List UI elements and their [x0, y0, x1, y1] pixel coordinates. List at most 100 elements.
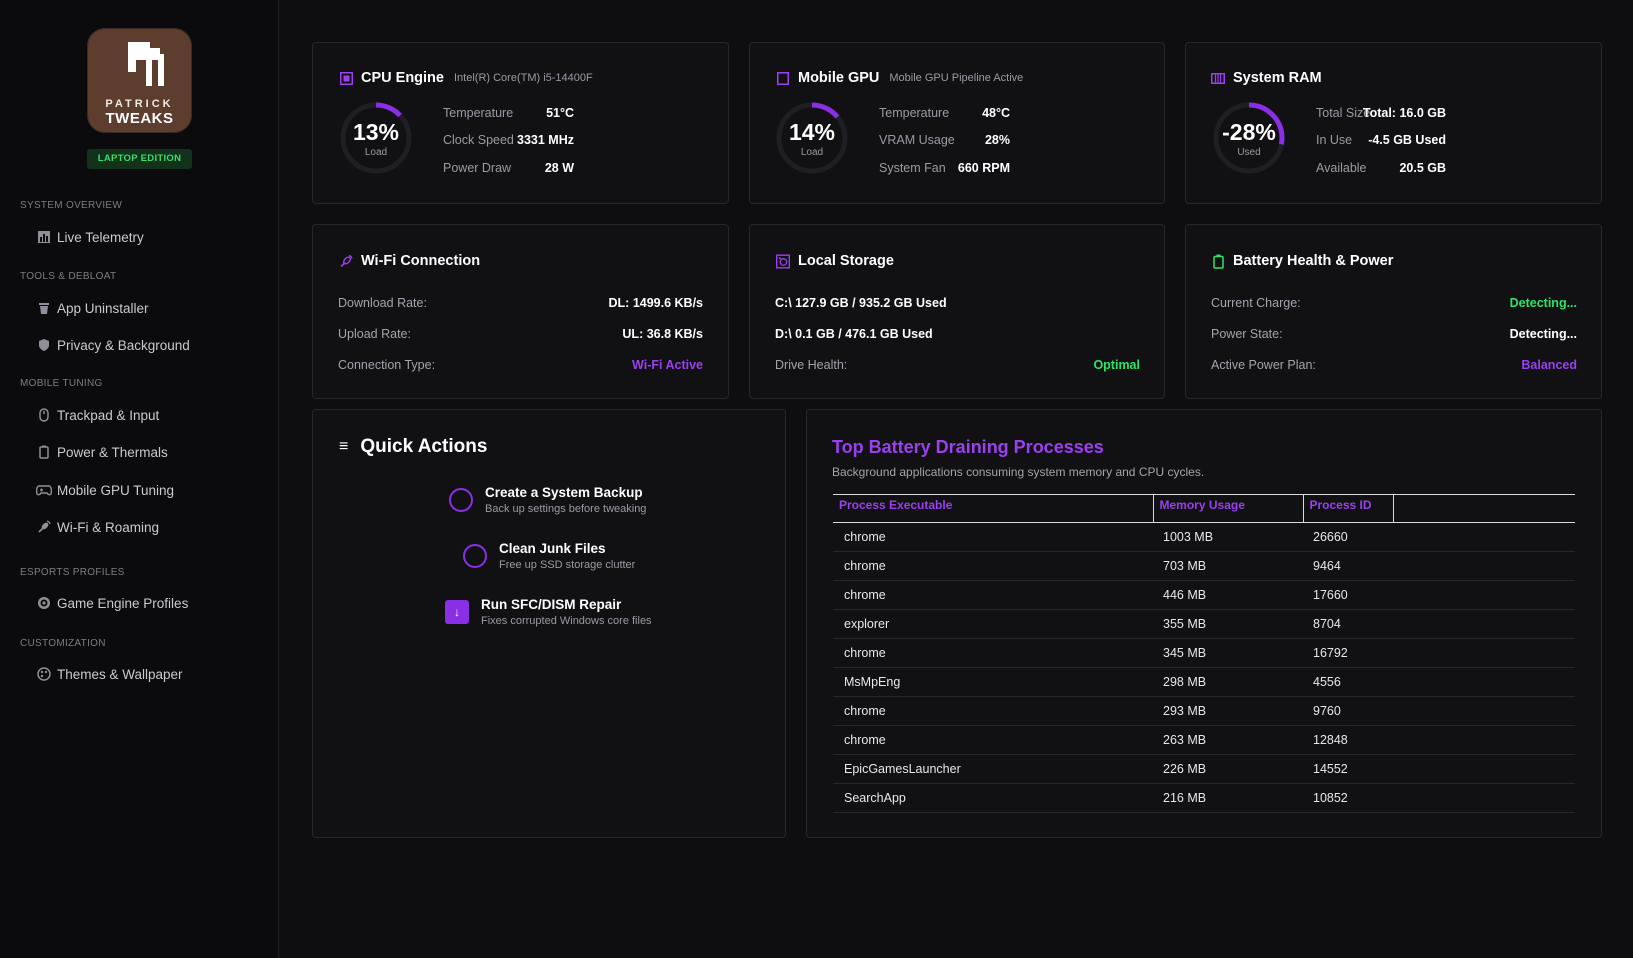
cpu-temperature-row: Temperature 51°C	[443, 106, 574, 120]
cpu-card-title: CPU Engine Intel(R) Core(TM) i5-14400F	[339, 70, 593, 86]
app-logo: PATRICK TWEAKS	[87, 28, 192, 133]
mouse-icon	[36, 407, 52, 423]
memory-cell: 263 MB	[1153, 725, 1303, 755]
empty-cell	[1393, 783, 1575, 813]
empty-cell	[1393, 522, 1575, 552]
battery-state-row: Power State: Detecting...	[1211, 327, 1577, 341]
cpu-chip-icon	[339, 71, 353, 85]
empty-cell	[1393, 725, 1575, 755]
sfc-dism-repair-button[interactable]: ↓ Run SFC/DISM Repair Fixes corrupted Win…	[445, 597, 652, 627]
gpu-gauge-ring	[776, 102, 848, 174]
processes-table: Process Executable Memory Usage Process …	[833, 494, 1575, 813]
section-customization: CUSTOMIZATION	[20, 638, 106, 649]
gpu-load-gauge: 14% Load	[774, 100, 850, 176]
table-row[interactable]: chrome 1003 MB 26660	[833, 522, 1575, 552]
gpu-square-icon	[776, 71, 790, 85]
process-name-cell: chrome	[833, 638, 1153, 668]
ram-card	[1185, 42, 1602, 204]
memory-cell: 355 MB	[1153, 609, 1303, 639]
drive-c-usage: C:\ 127.9 GB / 935.2 GB Used	[775, 296, 947, 310]
gpu-temperature-row: Temperature 48°C	[879, 106, 1010, 120]
nav-mobile-gpu-tuning[interactable]: Mobile GPU Tuning	[36, 478, 174, 502]
gpu-fan-row: System Fan 660 RPM	[879, 161, 1010, 175]
table-row[interactable]: SearchApp 216 MB 10852	[833, 783, 1575, 813]
ram-stick-icon	[1211, 71, 1225, 85]
storage-card-title: Local Storage	[776, 253, 894, 269]
nav-trackpad-input[interactable]: Trackpad & Input	[36, 403, 159, 427]
empty-cell	[1393, 754, 1575, 784]
nav-label: Privacy & Background	[57, 337, 190, 353]
power-plan-row: Active Power Plan: Balanced	[1211, 358, 1577, 372]
pid-cell: 10852	[1303, 783, 1393, 813]
memory-cell: 446 MB	[1153, 580, 1303, 610]
pid-cell: 17660	[1303, 580, 1393, 610]
logo-text-top: PATRICK	[105, 98, 174, 110]
ram-usage-label: Used	[1237, 147, 1261, 158]
process-name-cell: explorer	[833, 609, 1153, 639]
section-mobile-tuning: MOBILE TUNING	[20, 378, 103, 389]
satellite-icon	[36, 519, 52, 535]
table-row[interactable]: EpicGamesLauncher 226 MB 14552	[833, 754, 1575, 784]
nav-privacy-background[interactable]: Privacy & Background	[36, 333, 190, 357]
table-row[interactable]: chrome 293 MB 9760	[833, 696, 1575, 726]
pid-cell: 26660	[1303, 522, 1393, 552]
memory-cell: 703 MB	[1153, 551, 1303, 581]
process-name-cell: chrome	[833, 580, 1153, 610]
cpu-model: Intel(R) Core(TM) i5-14400F	[453, 72, 593, 84]
column-header-memory[interactable]: Memory Usage	[1153, 494, 1304, 523]
nav-live-telemetry[interactable]: Live Telemetry	[36, 225, 144, 249]
cpu-card	[312, 42, 729, 204]
nav-game-engine-profiles[interactable]: Game Engine Profiles	[36, 591, 188, 615]
table-row[interactable]: chrome 345 MB 16792	[833, 638, 1575, 668]
processes-subtitle: Background applications consuming system…	[832, 465, 1205, 479]
logo-text-bottom: TWEAKS	[105, 110, 174, 127]
process-name-cell: EpicGamesLauncher	[833, 754, 1153, 784]
table-header-row: Process Executable Memory Usage Process …	[833, 494, 1575, 523]
process-name-cell: chrome	[833, 696, 1153, 726]
column-header-pid[interactable]: Process ID	[1303, 494, 1394, 523]
wifi-upload-row: Upload Rate: UL: 36.8 KB/s	[338, 327, 703, 341]
nav-wifi-roaming[interactable]: Wi-Fi & Roaming	[36, 515, 159, 539]
ram-gauge-ring	[1213, 102, 1285, 174]
table-row[interactable]: chrome 263 MB 12848	[833, 725, 1575, 755]
empty-cell	[1393, 667, 1575, 697]
nav-app-uninstaller[interactable]: App Uninstaller	[36, 296, 149, 320]
section-tools-debloat: TOOLS & DEBLOAT	[20, 271, 117, 282]
memory-cell: 345 MB	[1153, 638, 1303, 668]
battery-card	[1185, 224, 1602, 399]
quick-actions-title: ≡ Quick Actions	[339, 436, 488, 457]
sidebar: PATRICK TWEAKS LAPTOP EDITION SYSTEM OVE…	[0, 0, 279, 958]
pid-cell: 9464	[1303, 551, 1393, 581]
table-row[interactable]: chrome 703 MB 9464	[833, 551, 1575, 581]
palette-icon	[36, 666, 52, 682]
empty-cell	[1393, 696, 1575, 726]
logo-mark-icon	[128, 42, 164, 86]
process-name-cell: chrome	[833, 725, 1153, 755]
section-system-overview: SYSTEM OVERVIEW	[20, 200, 123, 211]
empty-cell	[1393, 638, 1575, 668]
table-row[interactable]: chrome 446 MB 17660	[833, 580, 1575, 610]
battery-charge-row: Current Charge: Detecting...	[1211, 296, 1577, 310]
target-icon	[36, 595, 52, 611]
ram-total-row: Total Size Total: 16.0 GB	[1316, 106, 1446, 120]
table-row[interactable]: explorer 355 MB 8704	[833, 609, 1575, 639]
ram-usage-value: -28%	[1222, 119, 1276, 145]
gamepad-icon	[36, 482, 52, 498]
nav-power-thermals[interactable]: Power & Thermals	[36, 440, 168, 464]
pid-cell: 4556	[1303, 667, 1393, 697]
drive-health-row: Drive Health: Optimal	[775, 358, 1140, 372]
radio-icon	[449, 488, 473, 512]
nav-themes-wallpaper[interactable]: Themes & Wallpaper	[36, 662, 183, 686]
nav-label: Trackpad & Input	[57, 407, 160, 423]
table-row[interactable]: MsMpEng 298 MB 4556	[833, 667, 1575, 697]
section-esports-profiles: ESPORTS PROFILES	[20, 567, 125, 578]
memory-cell: 1003 MB	[1153, 522, 1303, 552]
clean-junk-button[interactable]: Clean Junk Files Free up SSD storage clut…	[463, 541, 635, 571]
create-backup-button[interactable]: Create a System Backup Back up settings b…	[449, 485, 646, 515]
column-header-executable[interactable]: Process Executable	[833, 494, 1154, 523]
menu-icon: ≡	[339, 438, 349, 455]
processes-title: Top Battery Draining Processes	[832, 437, 1104, 457]
cpu-load-gauge: 13% Load	[338, 100, 414, 176]
memory-cell: 216 MB	[1153, 783, 1303, 813]
process-name-cell: chrome	[833, 551, 1153, 581]
